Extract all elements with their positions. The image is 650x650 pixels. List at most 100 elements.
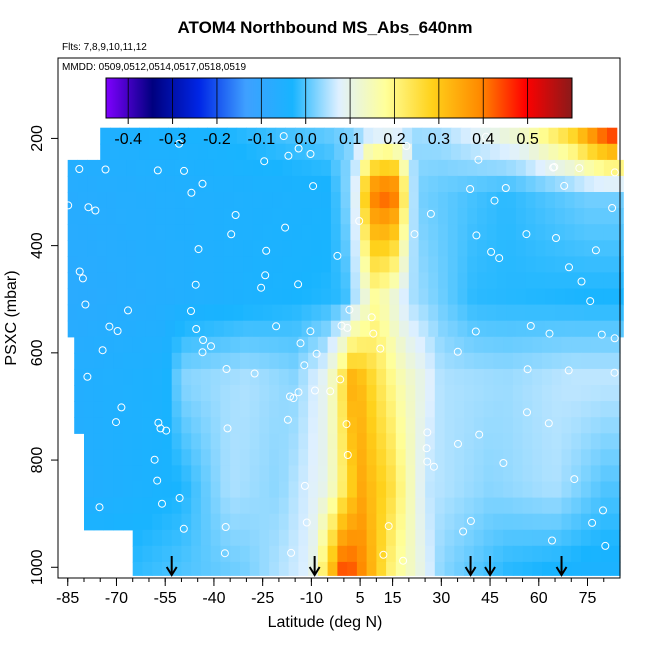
heatmap-cell — [132, 561, 143, 576]
heatmap-cell — [600, 417, 611, 434]
heatmap-cell — [74, 385, 85, 402]
heatmap-cell — [360, 288, 371, 306]
heatmap-cell — [379, 288, 390, 306]
heatmap-cell — [415, 433, 426, 450]
heatmap-cell — [512, 417, 524, 434]
x-axis: -85 -70 -55 -40 -25 -10 5 15 30 45 60 75 — [56, 578, 605, 607]
heatmap-cell — [77, 256, 88, 274]
heatmap-cell — [395, 465, 407, 483]
heatmap-cell — [191, 417, 202, 434]
heatmap-cell — [522, 497, 533, 515]
heatmap-cell — [467, 320, 478, 338]
heatmap-cell — [84, 368, 95, 386]
heatmap-cell — [561, 352, 572, 370]
heatmap-cell — [535, 208, 546, 225]
observation-point — [175, 494, 184, 502]
heatmap-cell — [275, 127, 286, 145]
heatmap-cell — [464, 561, 475, 576]
observation-point — [342, 420, 351, 429]
heatmap-cell — [532, 465, 543, 483]
heatmap-cell — [327, 433, 338, 450]
heatmap-cell — [84, 336, 95, 354]
colorbar-tick-label: 0.0 — [295, 131, 317, 148]
heatmap-cell — [308, 481, 319, 499]
heatmap-cell — [467, 208, 478, 225]
heatmap-cell — [132, 385, 143, 402]
heatmap-cell — [408, 272, 420, 290]
heatmap-cell — [123, 401, 134, 418]
colorbar-tick-label: 0.5 — [516, 131, 538, 148]
observation-point — [475, 430, 484, 439]
heatmap-cell — [246, 127, 257, 145]
heatmap-cell — [168, 127, 179, 145]
heatmap-cell — [415, 513, 426, 531]
heatmap-cell — [386, 417, 397, 434]
observation-point — [187, 188, 196, 197]
heatmap-cell — [191, 368, 202, 386]
heatmap-cell — [610, 352, 621, 370]
heatmap-cell — [600, 336, 611, 354]
heatmap-cell — [561, 545, 572, 563]
heatmap-cell — [210, 368, 221, 386]
heatmap-cell — [340, 320, 351, 338]
heatmap-cell — [496, 175, 507, 193]
heatmap-cell — [174, 272, 186, 290]
heatmap-cell — [171, 481, 182, 499]
heatmap-cell — [113, 417, 124, 434]
heatmap-cell — [551, 401, 563, 418]
heatmap-cell — [298, 417, 309, 434]
heatmap-cell — [252, 240, 264, 257]
observation-point — [191, 280, 200, 289]
heatmap-cell — [594, 256, 605, 274]
colorbar-gradient — [105, 77, 573, 119]
heatmap-cell — [278, 481, 290, 499]
heatmap-cell — [444, 368, 455, 386]
heatmap-cell — [490, 143, 501, 161]
heatmap-cell — [538, 127, 550, 145]
heatmap-cell — [535, 288, 546, 306]
heatmap-cell — [600, 368, 611, 386]
heatmap-cell — [116, 304, 127, 322]
heatmap-cell — [67, 272, 78, 290]
observation-point — [250, 369, 259, 378]
heatmap-cell — [171, 368, 182, 386]
heatmap-cell — [230, 336, 241, 354]
heatmap-cell — [191, 465, 202, 483]
heatmap-cell — [347, 433, 358, 450]
heatmap-cell — [444, 513, 455, 531]
heatmap-cell — [379, 208, 390, 225]
heatmap-cell — [555, 320, 566, 338]
observation-point — [471, 327, 480, 336]
heatmap-cell — [155, 288, 166, 306]
heatmap-cell — [197, 143, 208, 161]
heatmap-cell — [418, 192, 429, 209]
heatmap-cell — [243, 272, 254, 290]
heatmap-cell — [532, 433, 543, 450]
heatmap-cell — [590, 433, 602, 450]
heatmap-cell — [223, 192, 234, 209]
heatmap-cell — [291, 208, 303, 225]
heatmap-cell — [369, 304, 381, 322]
heatmap-cell — [366, 449, 377, 466]
heatmap-cell — [425, 417, 436, 434]
heatmap-cell — [464, 449, 475, 466]
heatmap-cell — [74, 417, 85, 434]
heatmap-cell — [613, 320, 624, 338]
heatmap-cell — [564, 272, 576, 290]
profile-arrow-head — [484, 566, 496, 577]
heatmap-cell — [581, 545, 592, 563]
heatmap-cell — [243, 159, 254, 177]
observation-point — [345, 305, 354, 314]
heatmap-cell — [613, 192, 624, 209]
heatmap-cell — [113, 385, 124, 402]
heatmap-cell — [291, 288, 303, 306]
heatmap-cell — [106, 288, 117, 306]
heatmap-cell — [142, 497, 153, 515]
heatmap-cell — [454, 545, 465, 563]
heatmap-cell — [613, 159, 624, 177]
heatmap-cell — [438, 240, 449, 257]
heatmap-cell — [581, 513, 592, 531]
colorbar: -0.4 -0.3 -0.2 -0.1 0.0 0.1 0.2 0.3 0.4 0.5 — [105, 77, 573, 148]
heatmap-cell — [239, 433, 251, 450]
heatmap-cell — [581, 465, 592, 483]
